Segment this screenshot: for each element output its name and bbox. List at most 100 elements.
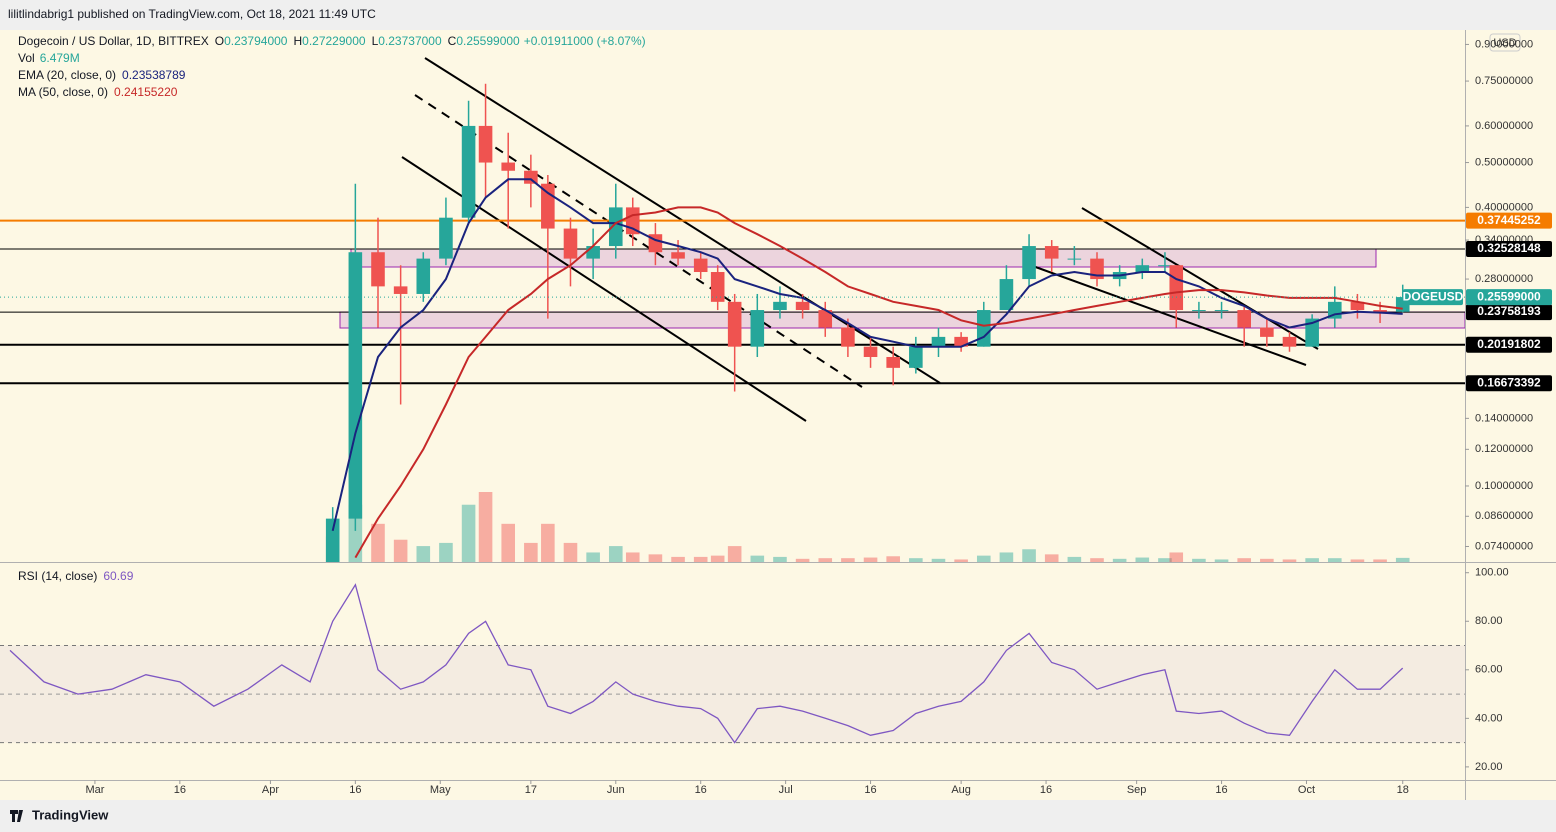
candle-body — [371, 252, 385, 287]
candle-body — [976, 310, 991, 347]
x-tick-label: 16 — [695, 784, 707, 796]
ohlc-value: 0.27229000 — [302, 34, 366, 48]
volume-bar — [393, 539, 408, 562]
volume-bar — [818, 558, 833, 562]
indicator-line — [331, 178, 1403, 532]
publisher: lilitlindabrig1 published on TradingView… — [8, 7, 376, 21]
currency-box[interactable] — [1489, 33, 1521, 52]
volume-bar — [750, 555, 765, 562]
level-label-box — [1466, 336, 1552, 353]
volume-bar — [954, 559, 968, 562]
level-label: 0.16673392 — [1477, 375, 1541, 389]
legend-ema: EMA (20, close, 0) 0.23538789 — [18, 68, 186, 82]
volume-bar — [931, 558, 946, 562]
candle-body — [1282, 336, 1297, 347]
logo — [10, 810, 23, 822]
volume-bar — [541, 523, 555, 562]
volume-bar — [671, 556, 685, 562]
candle-body — [818, 310, 833, 328]
rsi-band — [0, 645, 1465, 743]
currency[interactable]: USD — [1493, 37, 1516, 49]
y-tick-label: 0.10000000 — [1475, 480, 1533, 492]
footer-bar — [0, 800, 1556, 832]
ohlc-value: 0.23737000 — [378, 34, 442, 48]
x-tick-label: May — [430, 784, 451, 796]
y-tick-label: 0.90000000 — [1475, 38, 1533, 50]
volume-bar — [586, 552, 600, 562]
volume-bar — [976, 555, 991, 562]
candle-body — [416, 258, 431, 294]
candle-body — [393, 286, 408, 294]
volume-bar — [1350, 559, 1365, 562]
volume-bar — [1282, 559, 1297, 562]
volume-bar — [909, 558, 923, 562]
x-tick-label: 16 — [864, 784, 876, 796]
brand: TradingView — [32, 807, 109, 822]
candle-body — [886, 356, 900, 368]
candle-body — [325, 518, 340, 562]
candle-body — [1090, 258, 1104, 280]
candle-body — [1158, 265, 1172, 267]
ohlc: O0.23794000 H0.27229000 L0.23737000 C0.2559… — [215, 34, 520, 48]
candle-body — [563, 228, 578, 259]
ohlc-value: 0.23794000 — [224, 34, 288, 48]
y-tick-label: 0.28000000 — [1475, 273, 1533, 285]
indicator-line — [354, 206, 1403, 559]
rsi-name: RSI (14, close) — [18, 569, 97, 583]
candle-body — [348, 252, 363, 519]
ema-name: EMA (20, close, 0) — [18, 68, 116, 82]
volume-bar — [1305, 558, 1319, 562]
chart-background — [0, 30, 1556, 800]
candle-body — [1135, 265, 1150, 273]
x-tick-label: 16 — [174, 784, 186, 796]
volume-bar — [1090, 558, 1104, 562]
ma-value: 0.24155220 — [114, 85, 178, 99]
level-label: 0.32528148 — [1477, 241, 1541, 255]
rsi-tick-label: 60.00 — [1475, 664, 1503, 676]
rsi-line — [9, 583, 1404, 744]
candle-body — [524, 170, 538, 184]
volume-bar — [841, 558, 855, 562]
volume-bar — [1373, 559, 1387, 562]
volume-bar — [1067, 556, 1082, 562]
ohlc-value: 0.25599000 — [456, 34, 520, 48]
ohlc-key: L — [372, 34, 379, 48]
rsi-value: 60.69 — [103, 569, 133, 583]
candle-body — [909, 346, 923, 368]
x-tick-label: Jun — [607, 784, 625, 796]
candle-body — [1192, 310, 1206, 312]
candle-body — [1022, 246, 1036, 280]
trend-line — [1029, 264, 1307, 366]
candle-body — [693, 258, 708, 273]
candle-body — [1044, 246, 1059, 259]
volume-value: 6.479M — [40, 51, 80, 65]
level-label-box — [1466, 240, 1552, 257]
candle-body — [727, 301, 742, 347]
ohlc-key: H — [293, 34, 302, 48]
volume-bar — [795, 558, 810, 562]
x-tick-label: 16 — [1040, 784, 1052, 796]
x-tick-label: 18 — [1397, 784, 1409, 796]
candle-body — [750, 310, 765, 347]
volume-bar — [886, 556, 900, 562]
x-tick-label: Jul — [779, 784, 793, 796]
volume-bar — [608, 546, 623, 562]
candle-body — [1067, 258, 1082, 260]
candle-body — [1305, 318, 1319, 347]
volume-bar — [710, 555, 725, 562]
ohlc-key: C — [448, 34, 457, 48]
volume-bar — [501, 523, 516, 562]
y-tick-label: 0.14000000 — [1475, 412, 1533, 424]
candle-body — [586, 246, 600, 259]
volume-bar — [625, 552, 640, 562]
volume-bar — [773, 556, 787, 562]
x-tick-label: 16 — [349, 784, 361, 796]
candle-body — [931, 336, 946, 347]
top-bar — [0, 0, 1556, 30]
volume-name: Vol — [18, 51, 35, 65]
level-label: 0.37445252 — [1477, 213, 1541, 227]
x-tick-label: Apr — [262, 784, 279, 796]
y-tick-label: 0.07400000 — [1475, 540, 1533, 552]
candle-body — [439, 217, 453, 259]
candle-body — [710, 272, 725, 302]
